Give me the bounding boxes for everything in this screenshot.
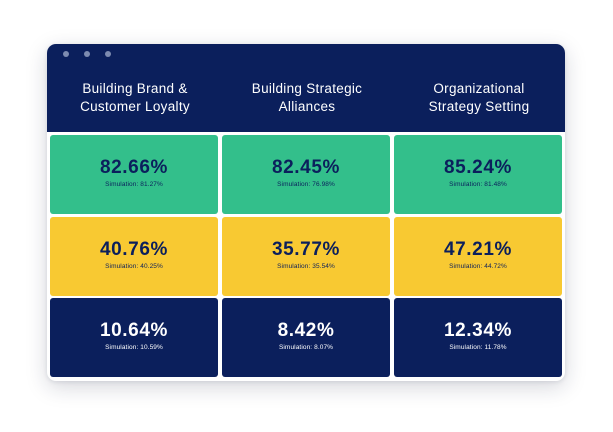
window-dot-icon [63,51,69,57]
score-value: 82.66% [99,157,169,178]
simulation-value: Simulation: 81.48% [449,181,507,188]
score-card: Building Brand & Customer Loyalty Buildi… [47,44,565,381]
score-value: 8.42% [277,320,335,341]
score-value: 10.64% [99,320,169,341]
score-value: 47.21% [443,239,513,260]
column-title-brand-loyalty: Building Brand & Customer Loyalty [80,81,190,114]
score-value: 35.77% [271,239,341,260]
score-tile: 35.77% Simulation: 35.54% [222,217,390,296]
score-value: 82.45% [271,157,341,178]
column-title-strategy-setting: Organizational Strategy Setting [428,81,530,114]
score-tile: 82.66% Simulation: 81.27% [50,135,218,214]
simulation-value: Simulation: 11.78% [449,344,507,351]
score-value: 40.76% [99,239,169,260]
score-value: 12.34% [443,320,513,341]
simulation-value: Simulation: 10.59% [105,344,163,351]
simulation-value: Simulation: 76.98% [277,181,335,188]
score-tile: 82.45% Simulation: 76.98% [222,135,390,214]
window-dot-icon [84,51,90,57]
simulation-value: Simulation: 35.54% [277,263,335,270]
score-tile: 85.24% Simulation: 81.48% [394,135,562,214]
score-tile: 40.76% Simulation: 40.25% [50,217,218,296]
simulation-value: Simulation: 8.07% [278,344,334,351]
window-dot-icon [105,51,111,57]
column-title-strategic-alliances: Building Strategic Alliances [251,81,363,114]
score-tile: 47.21% Simulation: 44.72% [394,217,562,296]
score-tile: 12.34% Simulation: 11.78% [394,298,562,377]
score-value: 85.24% [443,157,513,178]
score-tile: 8.42% Simulation: 8.07% [222,298,390,377]
simulation-value: Simulation: 44.72% [449,263,507,270]
header-bar: Building Brand & Customer Loyalty Buildi… [47,44,565,132]
score-tile: 10.64% Simulation: 10.59% [50,298,218,377]
simulation-value: Simulation: 40.25% [105,263,163,270]
simulation-value: Simulation: 81.27% [105,181,163,188]
